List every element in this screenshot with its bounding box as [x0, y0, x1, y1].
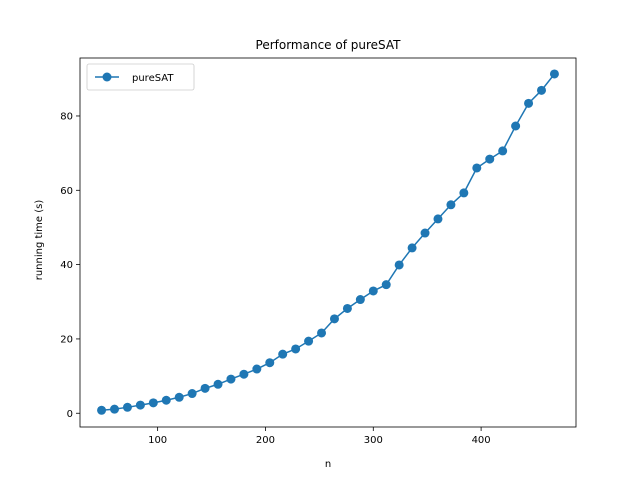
data-point [407, 243, 417, 253]
data-point [446, 200, 456, 210]
data-point [472, 163, 482, 173]
legend-label-pureSAT: pureSAT [132, 73, 174, 84]
y-tick-label-0: 0 [67, 409, 73, 420]
data-point [420, 228, 430, 238]
y-axis-label: running time (s) [34, 200, 45, 281]
x-tick-label-200: 200 [256, 435, 275, 446]
legend: pureSAT [86, 63, 195, 91]
data-point [265, 358, 275, 368]
x-tick-label-100: 100 [148, 435, 167, 446]
y-tick-label-40: 40 [60, 260, 73, 271]
x-tick-label-400: 400 [472, 435, 491, 446]
data-point [485, 154, 495, 164]
data-point [459, 188, 469, 198]
data-point [226, 374, 236, 384]
data-point [252, 364, 262, 374]
y-tick-label-80: 80 [60, 111, 73, 122]
plot-area [79, 57, 577, 428]
y-tick-label-20: 20 [60, 334, 73, 345]
data-point [394, 260, 404, 270]
data-point [381, 280, 391, 290]
data-point [355, 295, 365, 305]
x-tick-label-300: 300 [364, 435, 383, 446]
data-point [200, 383, 210, 393]
legend-box [86, 63, 195, 91]
x-axis: 100 200 300 400 [148, 427, 491, 446]
data-point [187, 389, 197, 399]
data-point [291, 344, 301, 354]
data-point [317, 328, 327, 338]
data-point [368, 286, 378, 296]
series-pureSAT [97, 69, 559, 415]
x-axis-label: n [325, 459, 331, 470]
data-point [511, 121, 521, 131]
data-point [329, 314, 339, 324]
y-axis: 0 20 40 60 80 [60, 111, 80, 420]
data-point [433, 214, 443, 224]
data-point [161, 395, 171, 405]
data-point [304, 336, 314, 346]
data-point [278, 349, 288, 359]
data-point [97, 405, 107, 415]
data-point [148, 398, 158, 408]
data-point [342, 303, 352, 313]
data-point [110, 404, 120, 414]
data-point [213, 379, 223, 389]
legend-marker-pureSAT [102, 72, 112, 82]
chart-title: Performance of pureSAT [256, 38, 402, 52]
data-point [174, 392, 184, 402]
data-point [122, 402, 132, 412]
y-tick-label-60: 60 [60, 186, 73, 197]
data-point [498, 146, 508, 156]
data-point [524, 98, 534, 108]
data-point [536, 85, 546, 95]
data-point [239, 369, 249, 379]
data-point [135, 400, 145, 410]
data-point [549, 69, 559, 79]
